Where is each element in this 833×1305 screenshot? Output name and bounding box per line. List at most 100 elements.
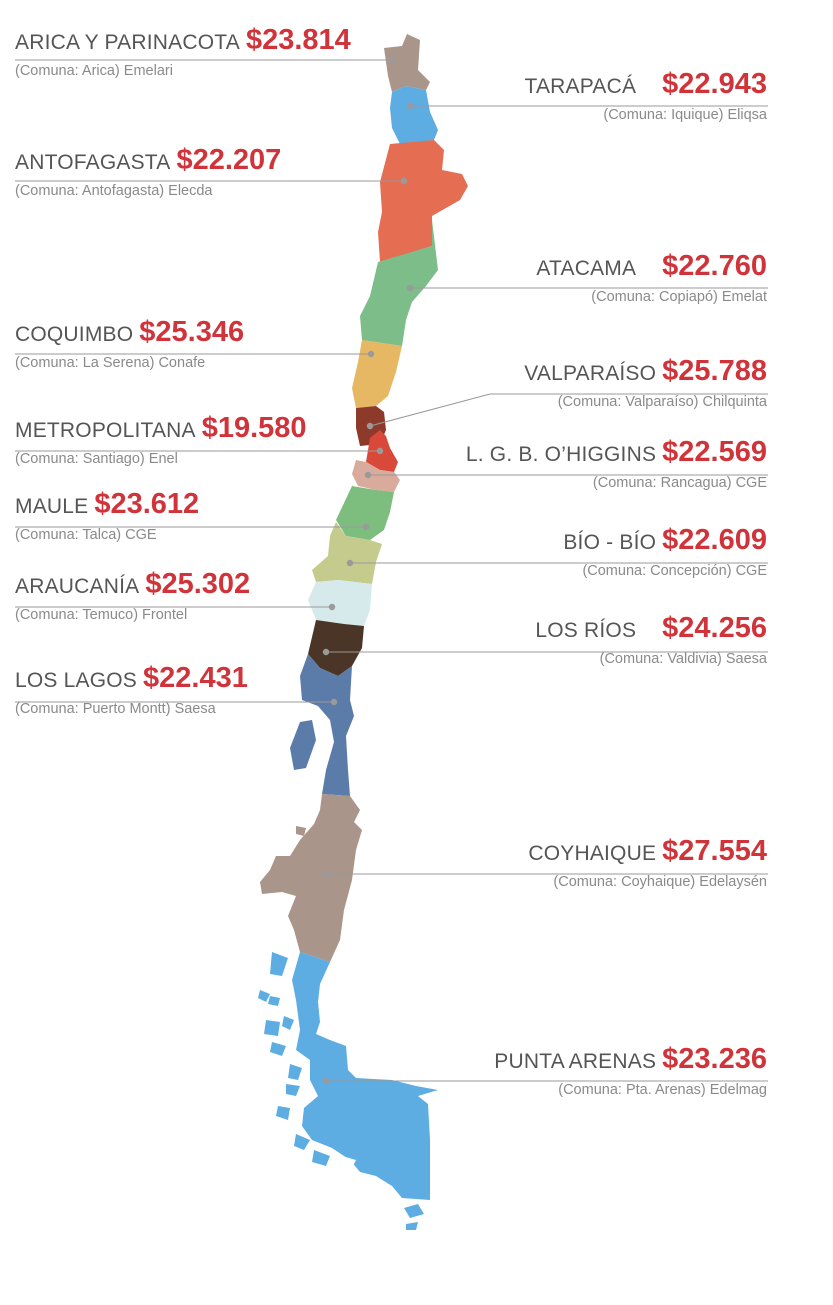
leader-dot bbox=[322, 648, 330, 656]
region-comuna: (Comuna: Arica) Emelari bbox=[15, 63, 173, 79]
region-puntaarenas bbox=[286, 1084, 300, 1096]
region-name: TARAPACÁ bbox=[524, 75, 637, 98]
region-puntaarenas bbox=[258, 990, 270, 1002]
region-name: BÍO - BÍO bbox=[563, 531, 657, 554]
region-name: MAULE bbox=[15, 495, 89, 518]
leader-dot bbox=[322, 870, 330, 878]
region-name: LOS LAGOS bbox=[15, 669, 138, 692]
leader-dot bbox=[322, 1077, 330, 1085]
region-puntaarenas bbox=[406, 1100, 420, 1112]
label-puntaarenas: PUNTA ARENAS $23.236 (Comuna: Pta. Arenas… bbox=[494, 1043, 767, 1099]
region-comuna: (Comuna: Temuco) Frontel bbox=[15, 607, 188, 623]
leader-dot bbox=[388, 56, 396, 64]
region-puntaarenas bbox=[270, 952, 288, 976]
region-name: ARICA Y PARINACOTA bbox=[15, 31, 240, 54]
region-maule bbox=[336, 486, 394, 540]
region-comuna: (Comuna: Iquique) Eliqsa bbox=[603, 107, 767, 123]
region-losrios bbox=[308, 620, 364, 676]
region-coquimbo bbox=[352, 340, 402, 408]
leader-dot bbox=[364, 471, 372, 479]
region-name: ANTOFAGASTA bbox=[15, 151, 171, 174]
region-puntaarenas bbox=[378, 1130, 392, 1144]
region-comuna: (Comuna: Copiapó) Emelat bbox=[591, 289, 767, 305]
region-puntaarenas bbox=[372, 1158, 388, 1170]
leader-dot bbox=[400, 177, 408, 185]
region-name: ARAUCANÍA bbox=[15, 575, 140, 598]
region-puntaarenas bbox=[264, 1020, 280, 1036]
region-price: $24.256 bbox=[662, 612, 767, 644]
label-metropolitana: METROPOLITANA $19.580 (Comuna: Santiago) … bbox=[15, 412, 307, 468]
region-coyhaique bbox=[296, 826, 306, 836]
region-price: $22.569 bbox=[662, 436, 767, 468]
region-name: ATACAMA bbox=[536, 257, 637, 280]
leader-dot bbox=[330, 698, 338, 706]
region-price: $25.346 bbox=[139, 316, 245, 348]
region-price: $23.236 bbox=[662, 1043, 767, 1075]
region-price: $22.207 bbox=[176, 144, 282, 176]
label-ohiggins: L. G. B. O’HIGGINS $22.569 (Comuna: Ranca… bbox=[465, 436, 767, 492]
island-detail bbox=[340, 1156, 356, 1168]
region-ohiggins bbox=[352, 460, 400, 492]
region-name: PUNTA ARENAS bbox=[494, 1050, 657, 1073]
region-comuna: (Comuna: Puerto Montt) Saesa bbox=[15, 701, 216, 717]
leader-dot bbox=[346, 559, 354, 567]
label-losrios: LOS RÍOS $24.256 (Comuna: Valdivia) Saesa bbox=[535, 612, 767, 668]
region-puntaarenas bbox=[294, 1134, 310, 1150]
region-loslagos bbox=[300, 654, 354, 796]
region-name: METROPOLITANA bbox=[15, 419, 196, 442]
label-valparaiso: VALPARAÍSO $25.788 (Comuna: Valparaíso) C… bbox=[524, 357, 767, 411]
region-comuna: (Comuna: Concepción) CGE bbox=[582, 563, 767, 579]
region-loslagos bbox=[290, 720, 316, 770]
region-comuna: (Comuna: Santiago) Enel bbox=[15, 451, 178, 467]
region-comuna: (Comuna: Valdivia) Saesa bbox=[599, 651, 767, 667]
region-price: $19.580 bbox=[201, 412, 307, 444]
region-biobio bbox=[312, 522, 382, 584]
region-price: $22.760 bbox=[662, 250, 767, 282]
region-puntaarenas bbox=[404, 1204, 424, 1218]
region-puntaarenas bbox=[406, 1222, 418, 1230]
leader-dot bbox=[362, 523, 370, 531]
region-price: $22.609 bbox=[662, 524, 767, 556]
label-antofagasta: ANTOFAGASTA $22.207 (Comuna: Antofagasta)… bbox=[15, 144, 282, 200]
region-price: $22.943 bbox=[662, 68, 767, 100]
region-puntaarenas bbox=[282, 1016, 294, 1030]
label-coyhaique: COYHAIQUE $27.554 (Comuna: Coyhaique) Ede… bbox=[528, 835, 767, 891]
region-arica bbox=[384, 34, 430, 92]
label-arica: ARICA Y PARINACOTA $23.814 (Comuna: Arica… bbox=[15, 24, 351, 80]
leader-dot bbox=[376, 447, 384, 455]
label-tarapaca: TARAPACÁ $22.943 (Comuna: Iquique) Eliqsa bbox=[524, 68, 767, 124]
region-antofagasta bbox=[378, 140, 468, 262]
region-puntaarenas bbox=[312, 1150, 330, 1166]
region-price: $27.554 bbox=[662, 835, 767, 867]
region-name: L. G. B. O’HIGGINS bbox=[465, 443, 657, 466]
leader-lines bbox=[15, 56, 768, 1085]
region-coyhaique bbox=[260, 794, 362, 962]
region-puntaarenas bbox=[270, 1042, 286, 1056]
label-loslagos: LOS LAGOS $22.431 (Comuna: Puerto Montt) … bbox=[15, 662, 248, 718]
region-comuna: (Comuna: Antofagasta) Elecda bbox=[15, 183, 213, 199]
region-puntaarenas bbox=[288, 1064, 302, 1080]
label-atacama: ATACAMA $22.760 (Comuna: Copiapó) Emelat bbox=[536, 250, 767, 306]
leader-dot bbox=[366, 422, 374, 430]
region-comuna: (Comuna: Pta. Arenas) Edelmag bbox=[558, 1082, 767, 1098]
region-price: $23.814 bbox=[245, 24, 351, 56]
region-puntaarenas bbox=[268, 996, 280, 1006]
region-araucania bbox=[308, 580, 372, 626]
leader-dot bbox=[406, 284, 414, 292]
region-puntaarenas bbox=[292, 952, 438, 1200]
region-comuna: (Comuna: Rancagua) CGE bbox=[592, 475, 767, 491]
label-araucania: ARAUCANÍA $25.302 (Comuna: Temuco) Fronte… bbox=[15, 568, 251, 624]
region-price: $25.302 bbox=[145, 568, 251, 600]
region-comuna: (Comuna: Talca) CGE bbox=[15, 527, 157, 543]
region-price: $22.431 bbox=[143, 662, 248, 694]
region-comuna: (Comuna: Valparaíso) Chilquinta bbox=[557, 394, 767, 410]
region-atacama bbox=[360, 220, 438, 346]
leader-dot bbox=[328, 603, 336, 611]
region-name: VALPARAÍSO bbox=[524, 362, 657, 385]
region-name: COQUIMBO bbox=[15, 323, 134, 346]
leader-dot bbox=[367, 350, 375, 358]
region-comuna: (Comuna: La Serena) Conafe bbox=[15, 355, 206, 371]
region-name: COYHAIQUE bbox=[528, 842, 657, 865]
region-price: $23.612 bbox=[94, 488, 200, 520]
